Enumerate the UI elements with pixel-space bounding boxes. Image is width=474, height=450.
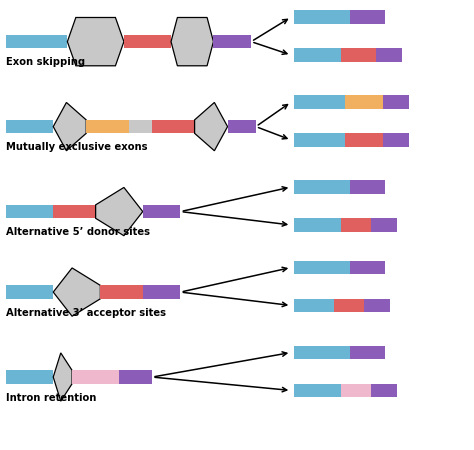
Bar [341, 48, 376, 62]
Bar [346, 133, 383, 147]
Text: Mutually exclusive exons: Mutually exclusive exons [6, 142, 147, 152]
Polygon shape [195, 103, 228, 151]
Bar [293, 133, 346, 147]
Polygon shape [53, 103, 86, 151]
Bar [293, 218, 341, 232]
Bar [213, 35, 251, 48]
Bar [228, 120, 256, 133]
Bar [364, 299, 390, 312]
Bar [293, 346, 350, 359]
Bar [293, 180, 350, 194]
Bar [371, 218, 397, 232]
Bar [341, 218, 371, 232]
Bar [293, 261, 350, 274]
Bar [72, 370, 119, 384]
Bar [143, 285, 181, 299]
Bar [376, 48, 402, 62]
Bar [293, 48, 341, 62]
Bar [383, 95, 409, 109]
Bar [100, 285, 143, 299]
Bar [6, 370, 53, 384]
Bar [346, 95, 383, 109]
Polygon shape [67, 18, 124, 66]
Bar [350, 261, 385, 274]
Text: Intron retention: Intron retention [6, 393, 97, 403]
Polygon shape [171, 18, 213, 66]
Bar [293, 95, 346, 109]
Text: Alternative 5’ donor sites: Alternative 5’ donor sites [6, 227, 150, 237]
Bar [350, 180, 385, 194]
Bar [6, 285, 53, 299]
Text: Exon skipping: Exon skipping [6, 57, 85, 68]
Bar [6, 205, 53, 218]
Bar [334, 299, 364, 312]
Bar [128, 120, 152, 133]
Bar [350, 10, 385, 24]
Bar [371, 384, 397, 397]
Bar [350, 346, 385, 359]
Bar [6, 35, 67, 48]
Polygon shape [53, 268, 100, 316]
Bar [143, 205, 181, 218]
Bar [6, 120, 53, 133]
Bar [293, 299, 334, 312]
Polygon shape [96, 188, 143, 236]
Bar [152, 120, 195, 133]
Bar [383, 133, 409, 147]
Bar [86, 120, 128, 133]
Bar [341, 384, 371, 397]
Text: Alternative 3’ acceptor sites: Alternative 3’ acceptor sites [6, 308, 166, 318]
Polygon shape [53, 353, 72, 401]
Bar [119, 370, 152, 384]
Bar [124, 35, 171, 48]
Bar [53, 205, 96, 218]
Bar [293, 10, 350, 24]
Bar [293, 384, 341, 397]
